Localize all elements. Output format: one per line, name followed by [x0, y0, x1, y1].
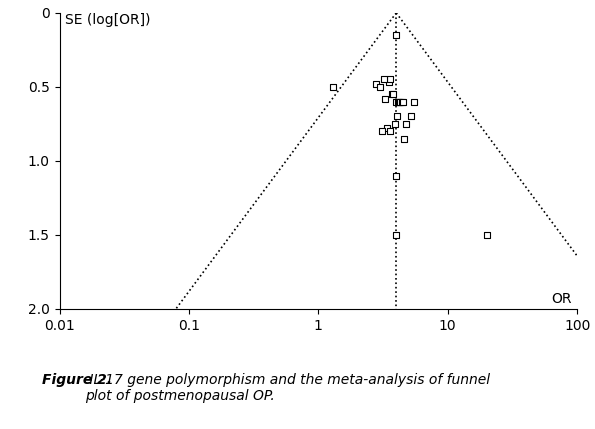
- Point: [392, 113, 402, 120]
- Point: [392, 98, 401, 105]
- Point: [482, 232, 491, 239]
- Point: [396, 98, 405, 105]
- Point: [386, 128, 395, 135]
- Point: [393, 98, 402, 105]
- Point: [379, 76, 389, 83]
- Point: [402, 121, 411, 127]
- Point: [386, 76, 395, 83]
- Text: IL-17 gene polymorphism and the meta-analysis of funnel
plot of postmenopausal O: IL-17 gene polymorphism and the meta-ana…: [85, 373, 490, 403]
- Point: [399, 135, 409, 142]
- Point: [392, 32, 401, 39]
- Point: [394, 98, 404, 105]
- Point: [371, 81, 381, 88]
- Point: [381, 95, 390, 102]
- Point: [389, 91, 398, 98]
- Text: OR: OR: [552, 292, 572, 306]
- Point: [406, 113, 416, 120]
- Point: [390, 121, 400, 127]
- Point: [398, 98, 408, 105]
- Point: [409, 98, 419, 105]
- Point: [328, 83, 338, 91]
- Point: [383, 125, 392, 132]
- Point: [384, 79, 393, 86]
- Point: [387, 91, 397, 98]
- Point: [377, 128, 387, 135]
- Point: [397, 98, 406, 105]
- Point: [392, 172, 401, 179]
- Text: SE (log[OR]): SE (log[OR]): [65, 13, 150, 27]
- Point: [392, 232, 401, 239]
- Text: Figure 2.: Figure 2.: [42, 373, 112, 387]
- Point: [375, 83, 385, 91]
